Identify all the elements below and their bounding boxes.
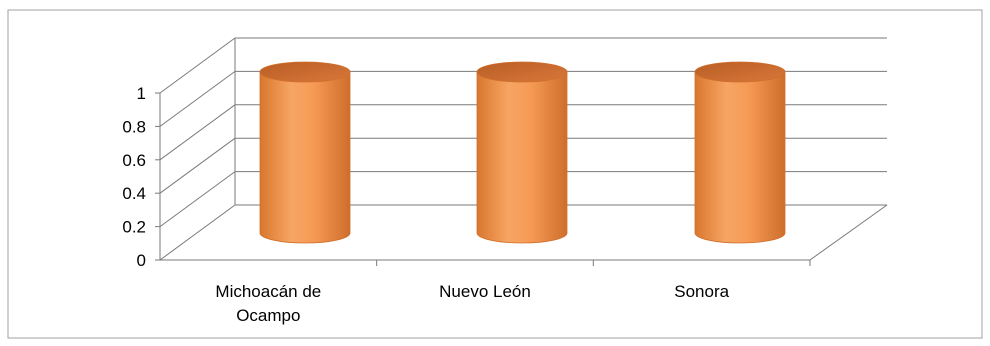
x-category-label: Michoacán de Ocampo (215, 282, 321, 325)
bars (259, 61, 786, 244)
bar-body (259, 71, 351, 244)
axes (155, 92, 811, 266)
y-tick-label: 0.6 (122, 151, 146, 170)
bar-3 (694, 61, 786, 244)
bar-body (694, 71, 786, 244)
x-category-label: Nuevo León (439, 282, 531, 301)
bar-2 (476, 61, 568, 244)
y-tick-label: 0.2 (122, 218, 146, 237)
bar-1 (259, 61, 351, 244)
labels: 0 0.2 0.4 0.6 0.8 1 Michoacán de Ocampo Nuevo Le… (122, 84, 729, 325)
x-category-label: Sonora (674, 282, 729, 301)
bar-top (694, 61, 786, 83)
bar-top (476, 61, 568, 83)
floor-edge (809, 204, 888, 261)
gridline-side (159, 171, 236, 228)
bar-top (259, 61, 351, 83)
gridline-side (159, 104, 236, 161)
gridline-side (159, 204, 236, 261)
gridline-side (159, 70, 236, 127)
y-tick-label: 0 (137, 251, 146, 270)
gridline-side (159, 37, 236, 94)
y-tick-label: 0.4 (122, 184, 146, 203)
y-tick-label: 1 (137, 84, 146, 103)
y-tick-label: 0.8 (122, 117, 146, 136)
bar-body (476, 71, 568, 244)
gridline-side (159, 137, 236, 194)
